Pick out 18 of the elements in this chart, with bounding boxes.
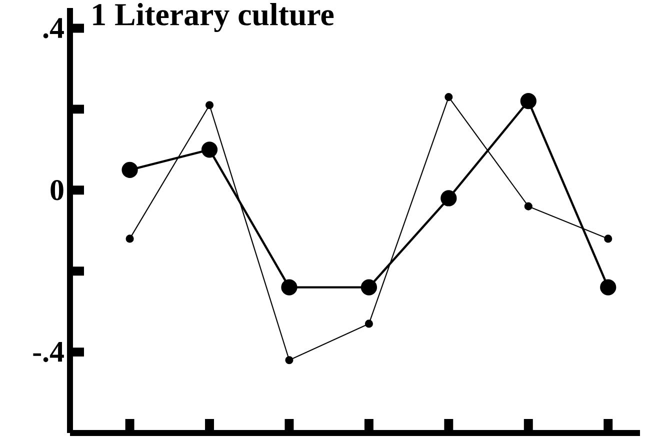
- point: [281, 279, 298, 296]
- y-tick-label: .4: [43, 18, 64, 38]
- point: [126, 234, 134, 243]
- point: [201, 142, 218, 158]
- point: [360, 279, 378, 296]
- point: [440, 190, 457, 206]
- chart-title: 1 Literary culture: [93, 3, 334, 32]
- point: [285, 356, 294, 364]
- point: [122, 162, 138, 178]
- point: [600, 279, 616, 296]
- point: [364, 320, 373, 328]
- point: [205, 101, 214, 110]
- point: [444, 93, 453, 102]
- y-tick-label: -.4: [33, 342, 64, 362]
- y-tick-label: 0: [50, 180, 64, 200]
- point: [520, 93, 536, 110]
- point: [524, 202, 532, 210]
- point: [604, 234, 612, 243]
